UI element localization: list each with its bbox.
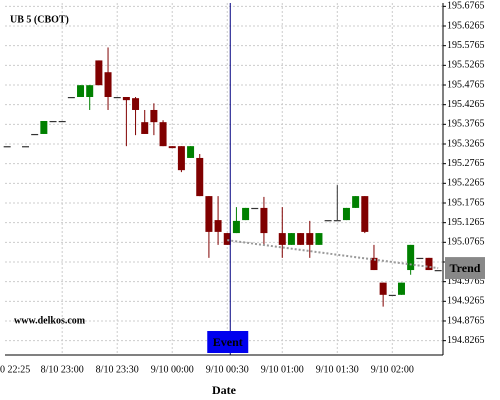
trend-label: Trend	[450, 261, 481, 275]
candle-body	[232, 220, 240, 234]
candle-body	[40, 120, 48, 134]
candle-body	[379, 282, 387, 295]
candle-body	[416, 257, 424, 260]
candle-body	[434, 270, 442, 272]
y-tick-label: 194.9765	[447, 276, 485, 287]
candle-body	[49, 120, 57, 123]
y-tick-label: 195.5265	[447, 60, 485, 71]
candle-body	[333, 220, 341, 222]
y-tick-label: 194.8765	[447, 315, 485, 326]
candle-body	[113, 96, 121, 99]
candle-body	[177, 146, 185, 171]
candle-body	[104, 72, 112, 97]
y-tick-label: 195.4265	[447, 99, 485, 110]
y-tick-label: 194.8265	[447, 335, 485, 346]
y-tick-label: 195.0765	[447, 237, 485, 248]
x-tick-label: 9/10 02:00	[371, 364, 414, 375]
y-tick-label: 194.9265	[447, 296, 485, 307]
y-tick-label: 195.2765	[447, 158, 485, 169]
trend-label-box	[445, 257, 485, 280]
marks	[3, 3, 442, 355]
x-tick-label: 0 22:25	[0, 364, 30, 375]
x-tick-label: 9/10 00:00	[151, 364, 194, 375]
y-tick-label: 195.4765	[447, 79, 485, 90]
candle-body	[361, 196, 369, 232]
candle-body	[287, 233, 295, 245]
candle-body	[352, 196, 360, 208]
candle-body	[22, 146, 30, 148]
candle-body	[95, 60, 103, 86]
candle-body	[150, 109, 158, 123]
candle-body	[31, 133, 39, 136]
x-tick-label: 9/10 01:00	[261, 364, 304, 375]
candle-body	[205, 196, 213, 232]
candle-body	[86, 85, 94, 97]
candle-body	[407, 244, 415, 271]
candle-body	[159, 122, 167, 147]
candle-body	[278, 233, 286, 245]
candle-body	[388, 294, 396, 297]
candle-body	[58, 120, 66, 123]
candle-body	[242, 207, 250, 221]
x-tick-label: 9/10 00:30	[206, 364, 249, 375]
event-box	[207, 331, 249, 353]
x-axis-label: Date	[212, 383, 237, 397]
candle-body	[141, 122, 149, 134]
x-tick-label: 8/10 23:00	[41, 364, 84, 375]
candle-body	[342, 207, 350, 221]
candle-body	[122, 96, 130, 101]
candle-body	[3, 146, 11, 148]
y-tick-label: 195.6765	[447, 1, 485, 12]
candle-body	[77, 85, 85, 97]
y-tick-label: 195.1765	[447, 197, 485, 208]
event-label: Event	[213, 335, 243, 349]
candle-body	[425, 257, 433, 271]
plot-area	[5, 3, 443, 355]
candle-body	[370, 257, 378, 271]
candle-body	[324, 220, 332, 222]
candle-body	[168, 146, 176, 149]
grid	[5, 3, 443, 355]
candle-body	[315, 233, 323, 245]
chart-title: UB 5 (CBOT)	[10, 14, 69, 25]
candle-body	[214, 220, 222, 232]
candle-body	[67, 96, 75, 99]
trend-line	[227, 239, 439, 270]
x-tick-label: 8/10 23:30	[96, 364, 139, 375]
candle-body	[187, 146, 195, 158]
watermark: www.delkos.com	[14, 315, 86, 326]
candle-body	[297, 233, 305, 245]
candle-body	[260, 207, 268, 234]
y-tick-label: 195.5765	[447, 40, 485, 51]
candle-body	[251, 207, 259, 210]
candle-body	[196, 157, 204, 197]
y-tick-label: 195.3265	[447, 138, 485, 149]
x-tick-label: 9/10 01:30	[316, 364, 359, 375]
candle-body	[132, 98, 140, 110]
y-tick-label: 195.3765	[447, 119, 485, 130]
candle-body	[397, 282, 405, 295]
y-tick-label: 195.6265	[447, 20, 485, 31]
y-tick-label: 195.2265	[447, 178, 485, 189]
y-tick-label: 195.1265	[447, 217, 485, 228]
candle-body	[223, 233, 231, 245]
candle-body	[306, 233, 314, 245]
